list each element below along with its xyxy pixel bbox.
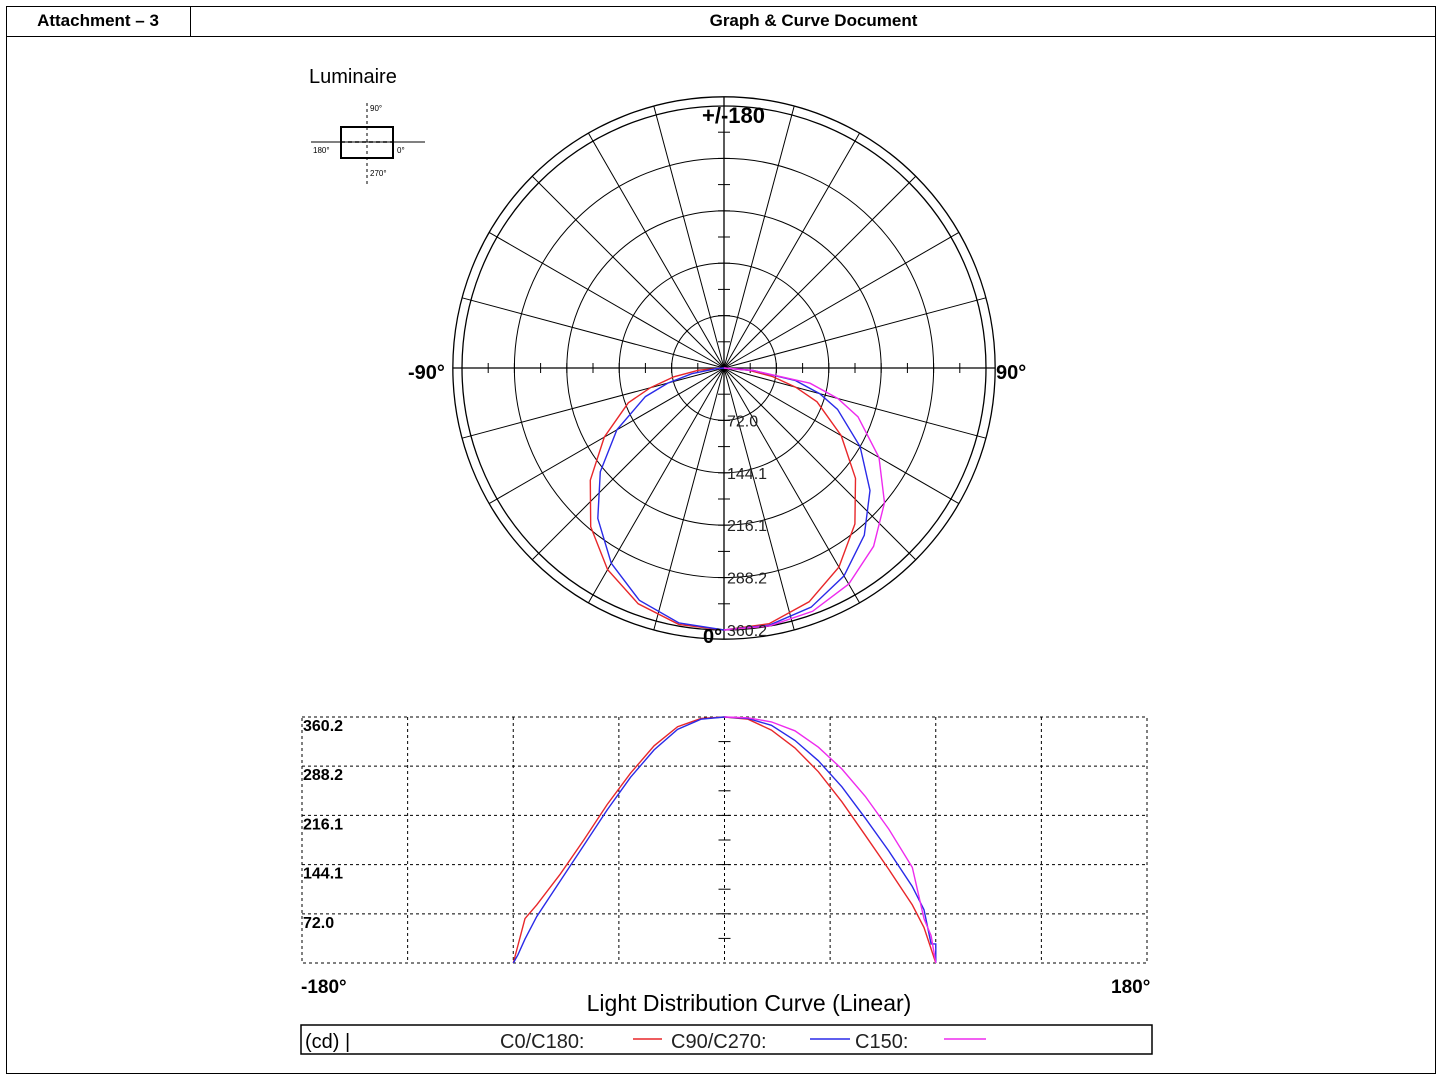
linear-chart: 72.0 144.1 216.1 288.2 360.2 -180° 180° Ligh… [301, 716, 1150, 1016]
polar-spoke [587, 367, 725, 604]
polar-spoke [587, 132, 725, 369]
polar-ring-label: 144.1 [727, 466, 767, 483]
polar-grid [452, 96, 996, 640]
legend: (cd) | C0/C180: C90/C270: C150: [300, 1024, 1153, 1055]
linear-y-tick-label: 72.0 [303, 915, 334, 932]
linear-curves [512, 716, 937, 964]
legend-box [300, 1024, 1153, 1055]
polar-label-bottom: 0° [703, 626, 722, 648]
polar-spoke [723, 105, 795, 369]
polar-spoke [488, 367, 725, 505]
luminaire-title: Luminaire [309, 66, 397, 88]
polar-spoke [723, 367, 861, 604]
header-row: Attachment – 3 Graph & Curve Document [6, 6, 1436, 37]
linear-grid [301, 716, 1148, 964]
linear-y-tick-label: 216.1 [303, 816, 343, 833]
polar-spoke [531, 367, 725, 561]
polar-spoke [723, 367, 987, 439]
legend-entry-c150: C150: [855, 1031, 908, 1053]
polar-ring-label: 288.2 [727, 571, 767, 588]
polar-spoke [653, 105, 725, 369]
document-title: Graph & Curve Document [709, 11, 918, 30]
polar-chart: 72.0 144.1 216.1 288.2 360.2 +/-180 -90° 90°… [408, 96, 1026, 648]
polar-label-top: +/-180 [702, 103, 765, 128]
polar-series-c150 [723, 367, 886, 631]
polar-spoke [723, 297, 987, 369]
linear-y-tick-label: 288.2 [303, 767, 343, 784]
luminaire-angle-270: 270° [370, 169, 387, 178]
legend-entry-c90-c270: C90/C270: [671, 1031, 767, 1053]
luminaire-angle-180: 180° [313, 146, 330, 155]
polar-label-right: 90° [996, 362, 1026, 384]
polar-spoke [723, 132, 861, 369]
legend-unit: (cd) | [305, 1031, 350, 1053]
linear-y-tick-labels: 72.0 144.1 216.1 288.2 360.2 [303, 718, 343, 932]
linear-x-label-right: 180° [1111, 977, 1150, 998]
legend-entry-c0-c180: C0/C180: [500, 1031, 585, 1053]
linear-y-tick-label: 360.2 [303, 718, 343, 735]
polar-label-left: -90° [408, 362, 445, 384]
linear-series-c150 [724, 716, 937, 964]
polar-spoke [653, 367, 725, 631]
polar-spoke [723, 367, 795, 631]
luminaire-angle-90: 90° [370, 104, 382, 113]
linear-y-tick-label: 144.1 [303, 866, 343, 883]
polar-spoke [488, 231, 725, 369]
attachment-label: Attachment – 3 [6, 6, 191, 36]
polar-ring-label: 216.1 [727, 518, 767, 535]
polar-spoke [461, 367, 725, 439]
polar-spoke [531, 175, 725, 369]
polar-curves [589, 367, 886, 631]
polar-spoke [461, 297, 725, 369]
luminaire-angle-0: 0° [397, 146, 405, 155]
luminaire-diagram: Luminaire 90° 180° 0° 270° [309, 66, 425, 185]
polar-spoke [723, 367, 917, 561]
polar-spoke [723, 231, 960, 369]
polar-ring-label: 360.2 [727, 623, 767, 640]
linear-chart-title: Light Distribution Curve (Linear) [587, 990, 912, 1016]
polar-ring-labels: 72.0 144.1 216.1 288.2 360.2 [727, 413, 767, 640]
linear-x-label-left: -180° [301, 977, 347, 998]
polar-ring-label: 72.0 [727, 413, 758, 430]
document-frame [6, 6, 1436, 1074]
polar-series-c90-c270 [597, 367, 871, 631]
polar-spoke [723, 175, 917, 369]
